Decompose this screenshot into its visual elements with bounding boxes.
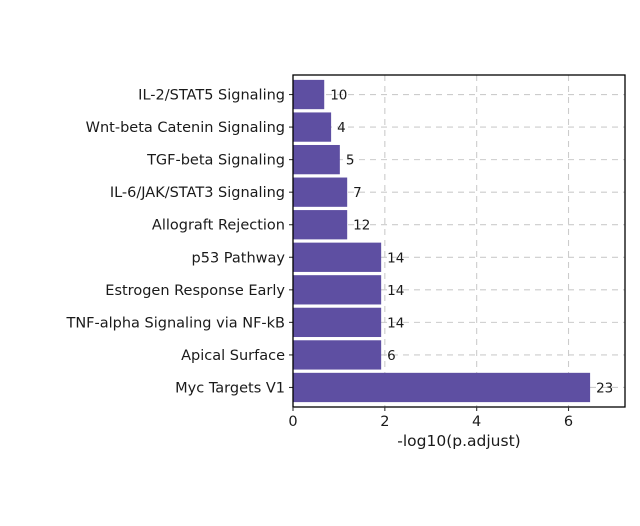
data-label: 14 <box>387 283 404 299</box>
y-tick-label: Myc Targets V1 <box>175 380 285 396</box>
bar <box>293 242 382 272</box>
bar <box>293 340 382 370</box>
y-tick-label: IL-2/STAT5 Signaling <box>138 88 285 104</box>
bar <box>293 144 340 175</box>
bar <box>293 112 332 142</box>
data-label: 10 <box>330 88 347 104</box>
data-label: 23 <box>596 380 613 396</box>
y-tick-label: Estrogen Response Early <box>105 283 285 299</box>
y-tick-label: p53 Pathway <box>192 250 286 266</box>
y-tick-label: TNF-alpha Signaling via NF-kB <box>65 315 285 331</box>
x-axis-ticks: 0 2 4 6 <box>288 407 573 430</box>
x-tick-label: 6 <box>564 414 573 430</box>
bar <box>293 79 325 110</box>
plot-panel-border <box>292 74 626 408</box>
bar <box>293 177 348 207</box>
data-label: 12 <box>353 218 370 234</box>
y-tick-label: Apical Surface <box>181 348 285 364</box>
y-tick-label: TGF-beta Signaling <box>146 153 285 169</box>
bar <box>293 275 382 305</box>
data-label: 14 <box>387 315 404 331</box>
data-label: 6 <box>387 348 396 364</box>
y-tick-label: IL-6/JAK/STAT3 Signaling <box>110 185 285 201</box>
x-axis-title: -log10(p.adjust) <box>397 432 520 450</box>
data-label: 4 <box>337 120 346 136</box>
x-tick-label: 4 <box>472 414 481 430</box>
y-tick-label: Wnt-beta Catenin Signaling <box>86 120 285 136</box>
bar <box>293 210 348 240</box>
bar <box>293 372 591 403</box>
y-axis-labels: IL-2/STAT5 Signaling Wnt-beta Catenin Sig… <box>65 88 293 396</box>
data-labels: 10 4 5 7 12 14 14 14 6 23 <box>330 88 613 397</box>
data-label: 5 <box>346 153 355 169</box>
x-tick-label: 0 <box>288 414 297 430</box>
bars <box>293 79 591 403</box>
y-tick-label: Allograft Rejection <box>152 218 285 234</box>
x-tick-label: 2 <box>380 414 389 430</box>
bar <box>293 307 382 338</box>
data-label: 7 <box>353 185 362 201</box>
data-label: 14 <box>387 250 404 266</box>
